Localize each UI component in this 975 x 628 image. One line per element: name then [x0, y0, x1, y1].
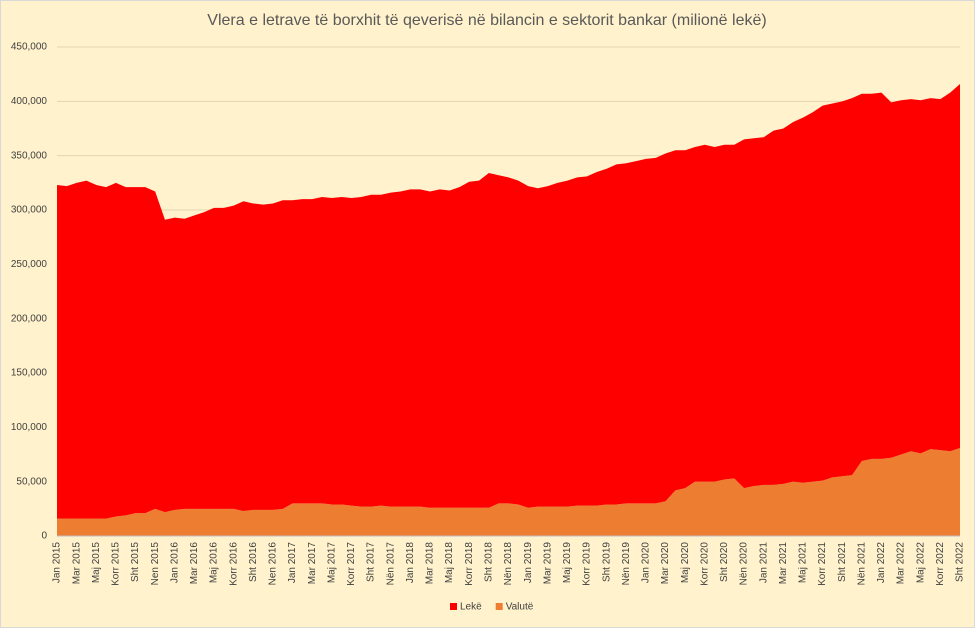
y-tick-label: 50,000	[16, 476, 47, 487]
x-tick-label: Korr 2021	[817, 542, 828, 586]
x-tick-label: Maj 2019	[562, 542, 573, 584]
x-tick-label: Korr 2022	[935, 542, 946, 586]
x-tick-label: Mar 2020	[660, 542, 671, 585]
x-tick-label: Mar 2022	[896, 542, 907, 585]
y-tick-label: 400,000	[11, 96, 48, 107]
x-tick-label: Sht 2015	[130, 542, 141, 582]
x-tick-label: Mar 2021	[778, 542, 789, 585]
x-tick-label: Jan 2017	[287, 542, 298, 584]
x-tick-label: Korr 2016	[228, 542, 239, 586]
x-tick-label: Mar 2018	[425, 542, 436, 585]
x-tick-label: Korr 2015	[111, 542, 122, 586]
y-tick-label: 100,000	[11, 422, 48, 433]
y-tick-label: 150,000	[11, 368, 48, 379]
x-tick-label: Nën 2021	[856, 542, 867, 586]
x-tick-label: Jan 2016	[169, 542, 180, 584]
x-tick-label: Jan 2022	[876, 542, 887, 584]
legend-swatch	[450, 603, 457, 610]
x-tick-label: Jan 2018	[405, 542, 416, 584]
x-tick-label: Mar 2015	[71, 542, 82, 585]
x-tick-label: Maj 2017	[326, 542, 337, 584]
area	[57, 447, 960, 536]
x-tick-label: Mar 2017	[307, 542, 318, 585]
legend-swatch	[495, 603, 503, 610]
x-tick-label: Korr 2020	[699, 542, 710, 586]
x-tick-label: Maj 2022	[915, 542, 926, 584]
x-tick-label: Maj 2016	[209, 542, 220, 584]
legend-label: Valutë	[506, 602, 534, 613]
y-tick-label: 250,000	[11, 259, 48, 270]
y-tick-label: 0	[41, 531, 47, 542]
x-tick-label: Maj 2021	[798, 542, 809, 584]
y-tick-label: 300,000	[11, 205, 48, 216]
x-tick-label: Jan 2020	[641, 542, 652, 584]
y-tick-label: 450,000	[11, 42, 48, 53]
x-tick-label: Nen 2015	[150, 542, 161, 586]
chart-title: Vlera e letrave të borxhit të qeverisë n…	[207, 12, 766, 29]
x-tick-label: Maj 2015	[91, 542, 102, 584]
x-tick-label: Jan 2015	[52, 542, 63, 584]
x-tick-label: Korr 2019	[582, 542, 593, 586]
x-tick-label: Nën 2018	[503, 542, 514, 586]
x-tick-label: Mar 2016	[189, 542, 200, 585]
x-tick-label: Korr 2018	[464, 542, 475, 586]
x-tick-label: Nen 2016	[268, 542, 279, 586]
y-tick-label: 350,000	[11, 150, 48, 161]
x-tick-label: Jan 2021	[758, 542, 769, 584]
y-tick-label: 200,000	[11, 313, 48, 324]
x-tick-label: Sht 2016	[248, 542, 259, 582]
x-tick-label: Sht 2021	[837, 542, 848, 582]
x-tick-label: Sht 2017	[366, 542, 377, 582]
x-tick-label: Nën 2017	[385, 542, 396, 586]
x-tick-label: Sht 2018	[484, 542, 495, 582]
area	[57, 83, 960, 519]
x-tick-label: Nën 2019	[621, 542, 632, 586]
x-tick-label: Nën 2020	[739, 542, 750, 586]
x-tick-label: Jan 2019	[523, 542, 534, 584]
x-tick-label: Maj 2020	[680, 542, 691, 584]
x-tick-label: Maj 2018	[444, 542, 455, 584]
legend-label: Lekë	[460, 602, 482, 613]
x-tick-label: Korr 2017	[346, 542, 357, 586]
x-tick-label: Sht 2022	[955, 542, 966, 582]
x-tick-label: Mar 2019	[542, 542, 553, 585]
x-tick-label: Sht 2020	[719, 542, 730, 582]
x-tick-label: Sht 2019	[601, 542, 612, 582]
